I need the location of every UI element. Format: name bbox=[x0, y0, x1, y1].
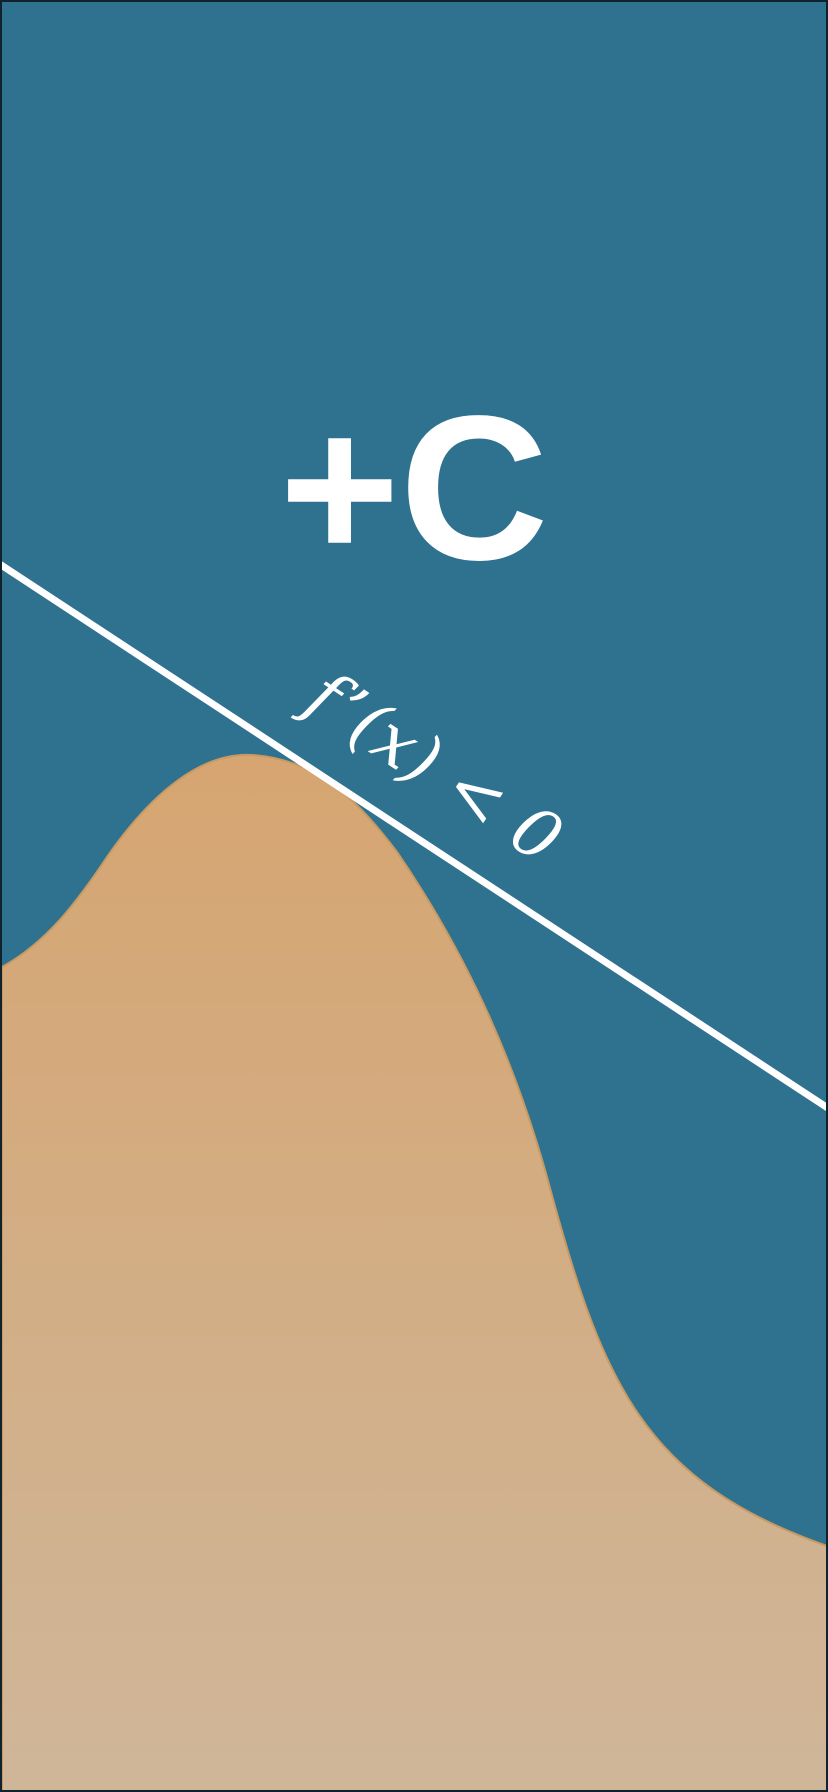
plus-c-title: +C bbox=[279, 373, 548, 603]
hill-curve bbox=[2, 753, 826, 1790]
tangent-line bbox=[2, 561, 826, 1111]
